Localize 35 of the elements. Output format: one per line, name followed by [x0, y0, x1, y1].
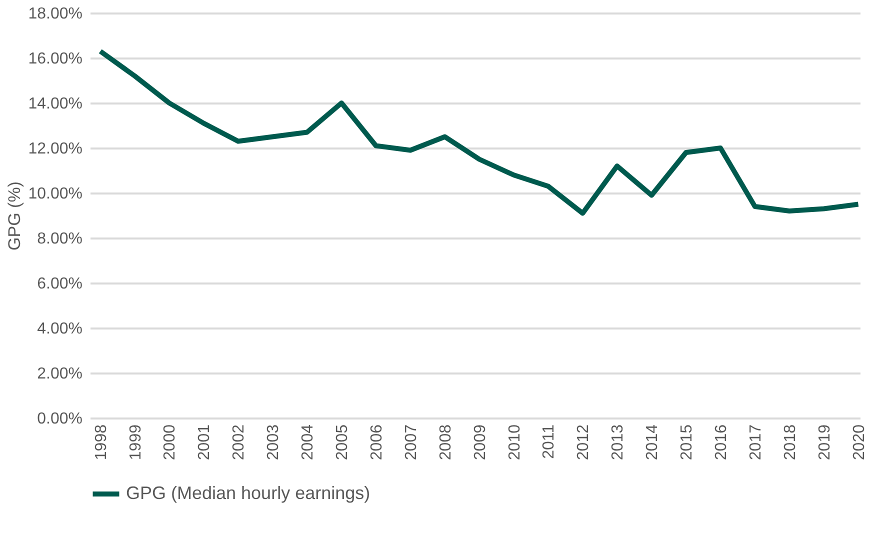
y-tick-label: 10.00% — [28, 186, 82, 202]
y-tick-label: 2.00% — [37, 366, 82, 382]
x-tick-label: 2006 — [368, 424, 386, 460]
x-tick-label: 2018 — [782, 424, 799, 460]
y-tick-label: 16.00% — [28, 50, 82, 68]
x-tick-label: 2013 — [610, 424, 627, 460]
x-tick-label: 2008 — [437, 424, 454, 460]
x-tick-label: 2015 — [678, 424, 696, 460]
x-tick-label: 2003 — [265, 424, 282, 460]
y-tick-label: 12.00% — [28, 140, 82, 158]
x-tick-label: 1999 — [127, 424, 144, 460]
y-tick-label: 0.00% — [37, 410, 82, 428]
y-tick-label: 8.00% — [37, 230, 82, 248]
x-tick-label: 2014 — [644, 424, 662, 460]
y-tick-label: 4.00% — [37, 320, 82, 338]
x-tick-label: 2010 — [506, 424, 524, 460]
x-tick-label: 2012 — [575, 424, 592, 460]
x-tick-label: 2007 — [402, 424, 420, 460]
x-tick-label: 2016 — [712, 424, 730, 460]
x-tick-label: 2005 — [334, 424, 351, 460]
x-tick-label: 1998 — [92, 424, 110, 460]
x-tick-label: 2017 — [747, 424, 764, 460]
x-tick-label: 2019 — [816, 424, 834, 460]
x-tick-label: 2020 — [850, 424, 868, 460]
x-tick-label: 2001 — [196, 424, 214, 460]
x-tick-label: 2002 — [230, 424, 248, 460]
y-tick-label: 6.00% — [37, 276, 82, 292]
x-tick-label: 2011 — [540, 424, 558, 459]
legend-label: GPG (Median hourly earnings) — [126, 483, 370, 503]
x-tick-label: 2009 — [472, 424, 489, 460]
y-axis-title: GPG (%) — [5, 182, 24, 250]
x-tick-label: 2000 — [162, 424, 179, 460]
y-tick-label: 14.00% — [28, 96, 82, 112]
y-tick-label: 18.00% — [28, 6, 82, 22]
x-tick-label: 2004 — [300, 424, 317, 460]
